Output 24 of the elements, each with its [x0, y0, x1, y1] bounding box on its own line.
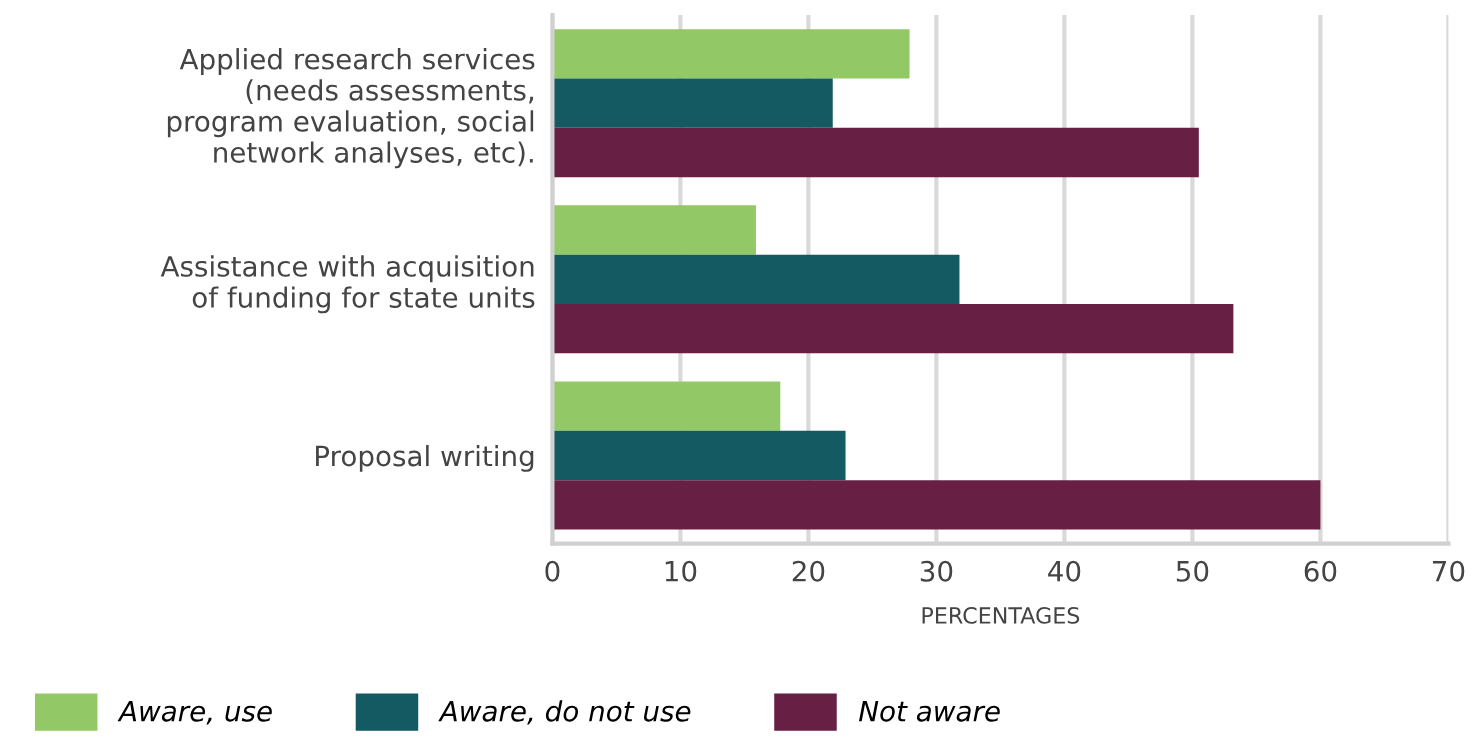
- legend-label: Not aware: [859, 701, 1000, 722]
- bar: [552, 127, 1199, 178]
- x-tick-label: 0: [545, 560, 560, 582]
- bar: [552, 381, 781, 431]
- bar: [552, 304, 1234, 354]
- x-tick-label: 40: [1048, 560, 1081, 582]
- x-tick-label: 10: [665, 560, 697, 582]
- x-tick-label: 20: [792, 560, 825, 582]
- bar: [552, 254, 960, 305]
- bar: [552, 205, 756, 255]
- bar: [552, 78, 833, 128]
- bar: [552, 29, 910, 79]
- legend-label: Aware, do not use: [438, 700, 691, 725]
- x-tick-label: 70: [1433, 560, 1465, 582]
- y-tick-label: Applied research services (needs assessments, program evaluation, social network analyses, etc).: [167, 48, 535, 169]
- bar: [552, 480, 1321, 530]
- x-axis-title: PERCENTAGES: [922, 606, 1080, 624]
- legend-label: Aware, use: [117, 701, 272, 725]
- x-tick-label: 30: [920, 560, 953, 582]
- y-tick-label: Assistance with acquisition of funding for state units: [160, 255, 535, 314]
- x-tick-label: 60: [1304, 560, 1337, 582]
- y-tick-label: Proposal writing: [316, 444, 534, 472]
- bar: [552, 430, 846, 481]
- x-tick-label: 50: [1176, 560, 1209, 582]
